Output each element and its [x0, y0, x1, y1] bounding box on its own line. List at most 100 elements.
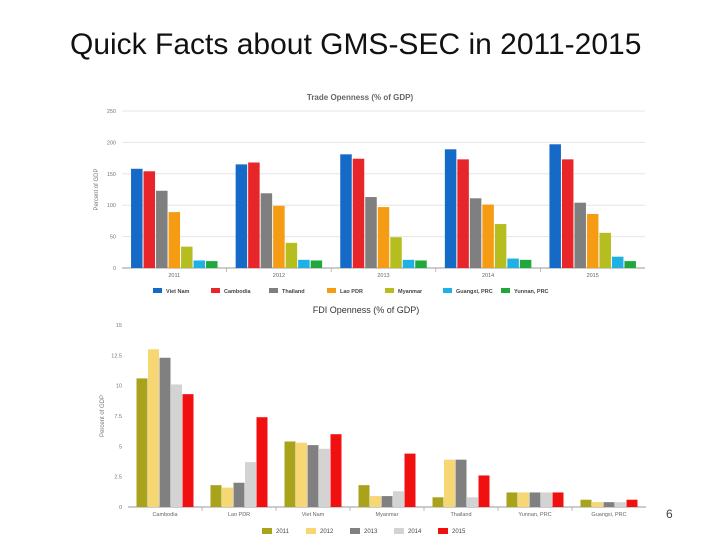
bar — [580, 499, 592, 507]
bar — [307, 445, 319, 507]
bar — [507, 258, 519, 268]
bar — [182, 394, 194, 507]
bar — [273, 205, 285, 268]
bar — [319, 448, 330, 507]
bar — [482, 204, 494, 268]
y-tick-label: 100 — [107, 203, 116, 209]
bar — [626, 499, 638, 507]
legend-swatch — [501, 288, 510, 293]
x-tick-label: Yunnan, PRC — [518, 512, 551, 518]
x-tick-label: 2012 — [273, 273, 285, 279]
bar — [415, 260, 427, 268]
chart-title: FDI Openness (% of GDP) — [313, 305, 420, 315]
y-tick-label: 0 — [113, 266, 116, 272]
bar — [377, 207, 390, 268]
x-tick-label: 2013 — [377, 273, 389, 279]
x-tick-label: Lao PDR — [228, 512, 250, 518]
legend-swatch — [269, 288, 278, 293]
bar — [358, 485, 370, 507]
bar — [624, 261, 636, 268]
bar — [245, 462, 256, 507]
bar — [284, 441, 296, 507]
y-tick-label: 12.5 — [111, 353, 122, 359]
legend-label: 2011 — [276, 529, 290, 535]
bar — [365, 197, 377, 268]
bar — [444, 149, 457, 268]
legend-label: 2012 — [320, 529, 334, 535]
bar — [457, 159, 469, 268]
bar — [206, 261, 218, 268]
x-tick-label: Viet Nam — [302, 512, 325, 518]
bar — [506, 492, 518, 507]
bar — [168, 212, 181, 268]
legend-swatch — [211, 288, 220, 293]
bar — [131, 168, 143, 268]
legend-label: 2014 — [408, 529, 422, 535]
legend-swatch — [385, 288, 394, 293]
bar — [478, 475, 490, 507]
bar — [586, 213, 599, 268]
legend-swatch — [327, 288, 336, 293]
bar — [541, 492, 552, 507]
y-tick-label: 50 — [110, 235, 116, 241]
bar — [285, 242, 298, 268]
bar — [298, 259, 310, 268]
y-tick-label: 250 — [107, 109, 116, 115]
legend-swatch — [262, 528, 272, 534]
bar — [603, 502, 615, 507]
bar — [159, 357, 171, 507]
y-axis-label: Percent of GDP — [94, 168, 100, 210]
x-tick-label: 2015 — [587, 273, 599, 279]
y-tick-label: 5 — [119, 444, 122, 450]
chart-title: Trade Openness (% of GDP) — [307, 93, 414, 102]
bar — [340, 154, 352, 268]
y-tick-label: 200 — [107, 140, 116, 146]
bar — [552, 492, 564, 507]
bar — [469, 198, 482, 268]
y-axis-label: Percent of GDP — [100, 395, 106, 437]
bar — [235, 164, 248, 268]
bar — [444, 459, 455, 507]
bar — [402, 259, 415, 268]
legend-label: Lao PDR — [340, 289, 363, 295]
x-tick-label: Cambodia — [152, 512, 178, 518]
y-tick-label: 0 — [119, 505, 122, 511]
legend-swatch — [443, 288, 452, 293]
bar — [393, 491, 404, 507]
legend-label: Yunnan, PRC — [514, 289, 549, 295]
bar — [370, 496, 381, 507]
bar — [181, 246, 193, 268]
bar — [171, 384, 182, 507]
legend-swatch — [153, 288, 162, 293]
legend-label: Myanmar — [398, 289, 423, 295]
bar — [233, 482, 245, 507]
x-tick-label: Guangxi, PRC — [591, 512, 626, 518]
bar — [248, 162, 260, 268]
legend-label: 2013 — [364, 529, 378, 535]
bar — [296, 442, 307, 507]
y-tick-label: 7.5 — [114, 414, 122, 420]
y-tick-label: 15 — [116, 323, 122, 329]
y-tick-label: 150 — [107, 172, 116, 178]
bar — [310, 260, 323, 268]
x-tick-label: Myanmar — [376, 512, 399, 518]
legend-label: Viet Nam — [166, 289, 190, 295]
legend-label: 2015 — [452, 529, 466, 535]
bar — [529, 492, 541, 507]
legend-label: Guangxi, PRC — [456, 289, 493, 295]
bar — [519, 259, 532, 268]
bar — [390, 237, 402, 268]
bar — [404, 453, 416, 507]
bar — [256, 417, 268, 507]
bar — [222, 487, 233, 507]
bar — [352, 158, 365, 268]
bar — [561, 159, 574, 268]
bar — [494, 224, 507, 268]
bar — [148, 349, 159, 507]
bar — [210, 485, 222, 507]
x-tick-label: 2014 — [482, 273, 494, 279]
bar — [260, 193, 273, 268]
bar — [330, 434, 342, 507]
bar — [592, 502, 603, 507]
